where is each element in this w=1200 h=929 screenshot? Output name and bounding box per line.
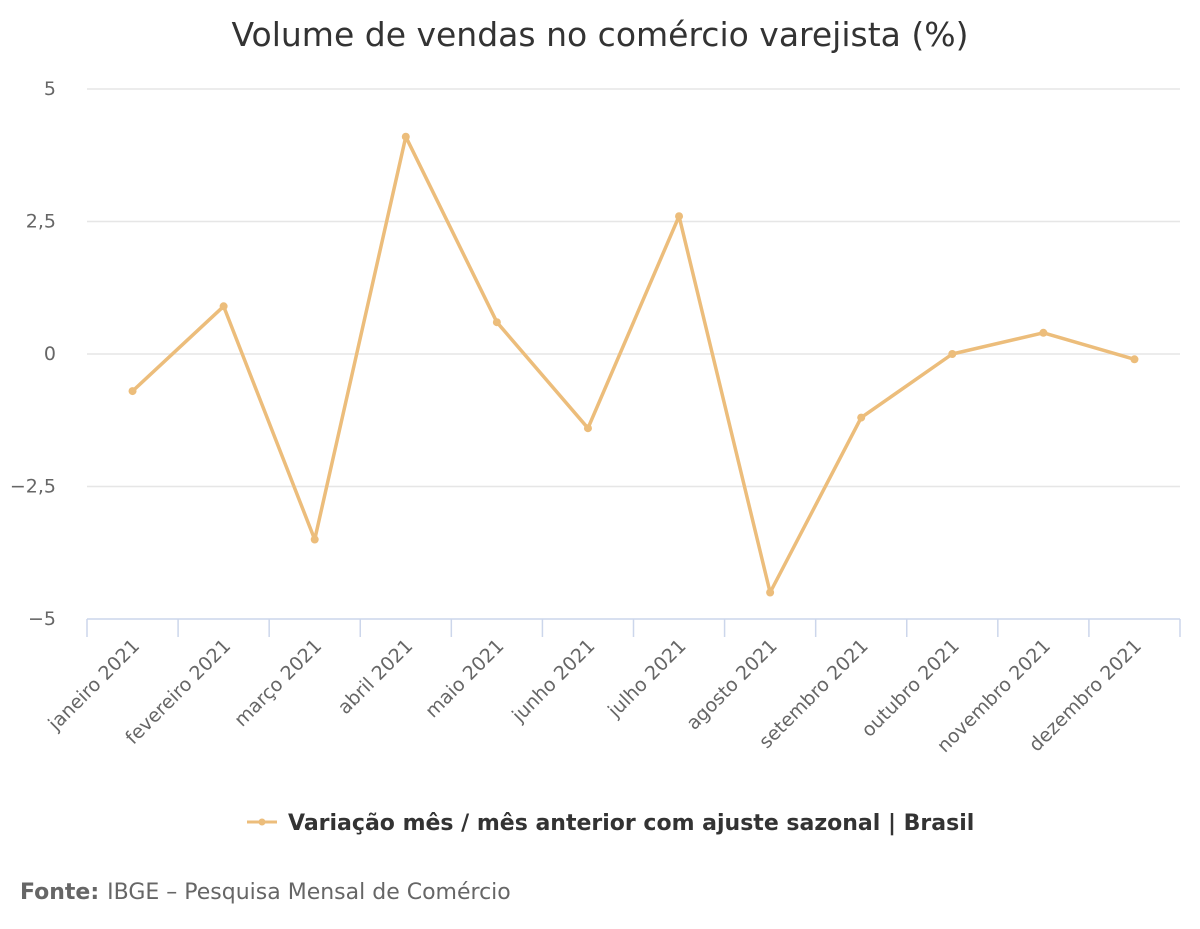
x-tick-label: maio 2021 <box>421 635 508 722</box>
x-tick-label: agosto 2021 <box>682 635 781 734</box>
x-tick-label: abril 2021 <box>334 635 418 719</box>
chart-title: Volume de vendas no comércio varejista (… <box>232 15 969 54</box>
y-tick-label: −2,5 <box>10 476 56 498</box>
y-tick-label: 5 <box>44 78 56 100</box>
data-point[interactable] <box>857 413 866 422</box>
x-tick-label: junho 2021 <box>507 635 599 727</box>
y-tick-label: −5 <box>28 608 56 630</box>
data-point[interactable] <box>310 535 319 544</box>
data-point[interactable] <box>128 387 137 396</box>
data-point[interactable] <box>766 588 775 597</box>
data-point[interactable] <box>583 424 592 433</box>
y-axis-ticks: 5 2,5 0 −2,5 −5 <box>10 78 56 630</box>
y-tick-label: 2,5 <box>26 211 56 233</box>
data-point[interactable] <box>219 302 228 311</box>
source-text: IBGE – Pesquisa Mensal de Comércio <box>107 880 511 905</box>
legend-point-marker <box>258 818 266 826</box>
x-tick-label: março 2021 <box>230 635 326 731</box>
series-group <box>128 132 1139 597</box>
data-point[interactable] <box>401 132 410 141</box>
legend[interactable]: Variação mês / mês anterior com ajuste s… <box>247 811 974 836</box>
data-point[interactable] <box>492 318 501 327</box>
x-tick-label: julho 2021 <box>603 635 690 722</box>
data-point[interactable] <box>1130 355 1139 364</box>
data-point[interactable] <box>948 350 957 358</box>
source-label: Fonte: <box>20 880 99 905</box>
y-tick-label: 0 <box>44 343 56 365</box>
source-note: Fonte: IBGE – Pesquisa Mensal de Comércio <box>20 880 511 905</box>
series-line <box>130 134 1137 595</box>
x-tick-label: janeiro 2021 <box>43 635 144 736</box>
data-point[interactable] <box>1039 328 1048 337</box>
data-point[interactable] <box>675 212 684 221</box>
legend-label: Variação mês / mês anterior com ajuste s… <box>288 811 974 836</box>
grid-lines <box>87 88 1180 488</box>
